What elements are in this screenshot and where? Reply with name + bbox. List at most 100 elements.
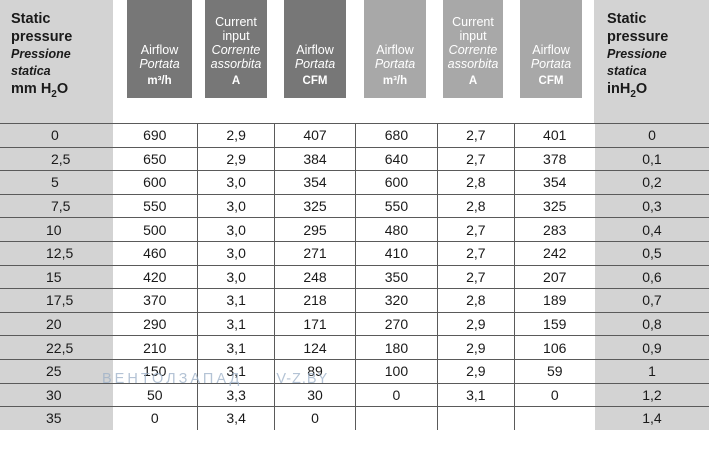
header-italic2: statica <box>11 64 51 78</box>
header-line2: pressure <box>607 29 669 45</box>
table-cell: 2,7 <box>437 217 515 242</box>
table-cell: 2,9 <box>197 123 276 148</box>
cell-value: 2,9 <box>466 316 486 333</box>
table-cell: 3,1 <box>197 335 276 360</box>
cell-value: 0 <box>392 386 401 403</box>
table-row: 2,5 650 2,9 384 640 2,7 378 0,1 <box>0 146 709 171</box>
cell-value: 3,4 <box>226 410 246 427</box>
cell-value: 180 <box>384 339 409 356</box>
table-cell: 248 <box>274 264 356 289</box>
table-cell: 2,9 <box>437 311 515 336</box>
static-pressure-mm-title: Static pressure Pressione statica mm H2O <box>11 10 72 104</box>
table-cell: 0,7 <box>594 288 709 313</box>
table-cell: 0,4 <box>594 217 709 242</box>
table-row: 10 500 3,0 295 480 2,7 283 0,4 <box>0 217 709 242</box>
table-cell: 480 <box>355 217 439 242</box>
col-header-airflow-cfm-2: Airflow Portata CFM <box>520 0 582 98</box>
table-cell: 59 <box>514 358 595 384</box>
table-cell: 0 <box>355 382 439 407</box>
cell-value: 1,2 <box>642 386 662 403</box>
table-cell: 3,4 <box>197 406 276 430</box>
static-pressure-in-header: Static pressure Pressione statica inH2O <box>594 0 709 124</box>
table-cell: 0,8 <box>594 311 709 336</box>
table-cell: 171 <box>274 311 356 336</box>
table-cell: 89 <box>274 358 356 384</box>
table-cell: 295 <box>274 217 356 242</box>
cell-value: 2,9 <box>466 363 486 380</box>
table-cell: 180 <box>355 335 439 360</box>
table-cell: 2,5 <box>0 146 113 171</box>
cell-value: 150 <box>143 363 167 380</box>
table-cell: 2,8 <box>437 170 515 195</box>
table-cell: 283 <box>514 217 595 242</box>
table-cell: 150 <box>112 358 198 384</box>
table-cell: 690 <box>112 123 198 148</box>
header-italic2: statica <box>607 64 647 78</box>
cell-value: 89 <box>307 363 323 380</box>
cell-value: 0,7 <box>642 292 662 309</box>
cell-value: 2,9 <box>466 339 486 356</box>
table-cell: 30 <box>0 382 113 407</box>
table-cell: 3,0 <box>197 193 276 218</box>
cell-value: 354 <box>543 174 567 191</box>
table-cell: 12,5 <box>0 240 113 266</box>
cell-value: 3,0 <box>226 174 246 191</box>
table-cell: 325 <box>514 193 595 218</box>
cell-value: 325 <box>303 198 327 215</box>
table-cell: 2,9 <box>437 335 515 360</box>
table-cell: 100 <box>355 358 439 384</box>
table-cell: 350 <box>355 264 439 289</box>
col-header-airflow-m3h-1: Airflow Portata m³/h <box>127 0 192 98</box>
table-cell: 3,1 <box>437 382 515 407</box>
table-row: 25 150 3,1 89 100 2,9 59 1 <box>0 358 709 384</box>
table-cell: 2,9 <box>437 358 515 384</box>
table-row: 5 600 3,0 354 600 2,8 354 0,2 <box>0 170 709 195</box>
table-cell: 124 <box>274 335 356 360</box>
table-cell: 10 <box>0 217 113 242</box>
cell-value: 3,1 <box>226 292 246 309</box>
table-cell: 5 <box>0 170 113 195</box>
cell-value: 0 <box>51 127 59 144</box>
table-cell: 1,2 <box>594 382 709 407</box>
cell-value: 10 <box>46 221 62 238</box>
table-cell: 680 <box>355 123 439 148</box>
cell-value: 370 <box>143 292 167 309</box>
cell-value: 600 <box>143 174 167 191</box>
table-row: 7,5 550 3,0 325 550 2,8 325 0,3 <box>0 193 709 218</box>
table-cell: 2,8 <box>437 193 515 218</box>
cell-value: 2,7 <box>466 268 486 285</box>
cell-value: 550 <box>384 198 409 215</box>
table-cell: 189 <box>514 288 595 313</box>
cell-value: 210 <box>143 339 167 356</box>
table-cell: 0,3 <box>594 193 709 218</box>
table-cell: 378 <box>514 146 595 171</box>
table-cell: 500 <box>112 217 198 242</box>
table-cell: 320 <box>355 288 439 313</box>
cell-value: 384 <box>303 150 327 167</box>
cell-value: 290 <box>143 316 167 333</box>
cell-value: 3,0 <box>226 245 246 262</box>
cell-value: 350 <box>384 268 409 285</box>
table-cell: 420 <box>112 264 198 289</box>
table-cell: 600 <box>355 170 439 195</box>
table-cell: 0 <box>594 123 709 148</box>
table-cell: 270 <box>355 311 439 336</box>
cell-value: 650 <box>143 150 167 167</box>
cell-value: 106 <box>543 339 567 356</box>
header-unit: inH2O <box>607 81 648 100</box>
cell-value: 0 <box>150 410 159 427</box>
table-cell: 1,4 <box>594 406 709 430</box>
table-cell: 3,0 <box>197 217 276 242</box>
cell-value: 0,5 <box>642 245 662 262</box>
table-cell: 0 <box>0 123 113 148</box>
cell-value: 20 <box>46 316 62 333</box>
table-cell: 550 <box>355 193 439 218</box>
static-pressure-mm-header: Static pressure Pressione statica mm H2O <box>0 0 113 124</box>
cell-value: 2,9 <box>226 150 246 167</box>
cell-value: 248 <box>303 268 327 285</box>
cell-value: 2,7 <box>466 150 486 167</box>
table-cell: 25 <box>0 358 113 384</box>
cell-value: 1,4 <box>642 410 662 427</box>
cell-value: 680 <box>384 127 409 144</box>
cell-value: 12,5 <box>46 245 74 262</box>
